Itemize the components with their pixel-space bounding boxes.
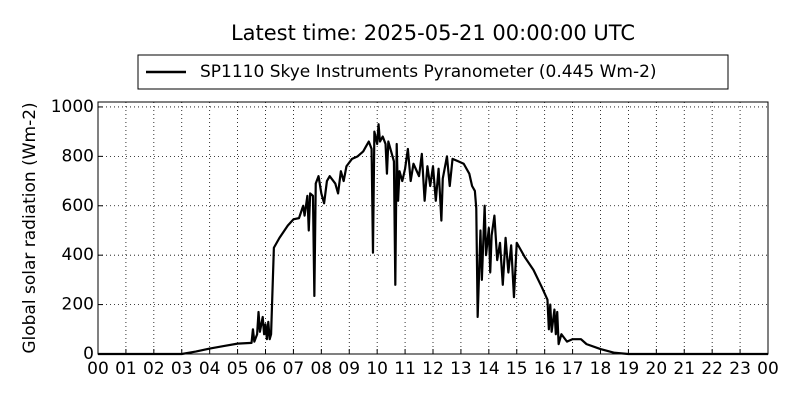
x-tick-label: 17 [562,359,584,379]
x-tick-label: 02 [143,359,165,379]
x-tick-label: 01 [115,359,137,379]
x-tick-label: 21 [673,359,695,379]
x-tick-label: 04 [199,359,221,379]
data-line [98,123,768,356]
legend-box [137,54,729,90]
x-tick-label: 15 [506,359,528,379]
x-tick-label: 00 [87,359,109,379]
x-tick-label: 14 [478,359,500,379]
x-tick-label: 22 [701,359,723,379]
y-tick-label: 200 [62,295,94,315]
x-tick-label: 12 [422,359,444,379]
y-tick-label: 0 [83,344,94,364]
x-tick-label: 10 [366,359,388,379]
x-tick-label: 13 [450,359,472,379]
y-tick-label: 400 [62,245,94,265]
x-tick-label: 16 [534,359,556,379]
y-axis-label: Global solar radiation (Wm-2) [20,102,40,353]
x-tick-label: 03 [171,359,193,379]
y-tick-label: 800 [62,146,94,166]
x-tick-label: 20 [646,359,668,379]
x-tick-label: 19 [618,359,640,379]
x-tick-label: 08 [311,359,333,379]
x-tick-label: 11 [394,359,416,379]
x-tick-label: 05 [227,359,249,379]
legend-label: SP1110 Skye Instruments Pyranometer (0.4… [200,62,657,82]
chart-title: Latest time: 2025-05-21 00:00:00 UTC [231,21,635,45]
y-tick-label: 1000 [51,97,94,117]
x-tick-label: 00 [757,359,779,379]
x-tick-label: 06 [255,359,277,379]
y-tick-label: 600 [62,196,94,216]
plot-frame [97,101,769,355]
x-tick-label: 18 [590,359,612,379]
x-tick-label: 07 [283,359,305,379]
x-tick-label: 23 [729,359,751,379]
x-tick-label: 09 [338,359,360,379]
